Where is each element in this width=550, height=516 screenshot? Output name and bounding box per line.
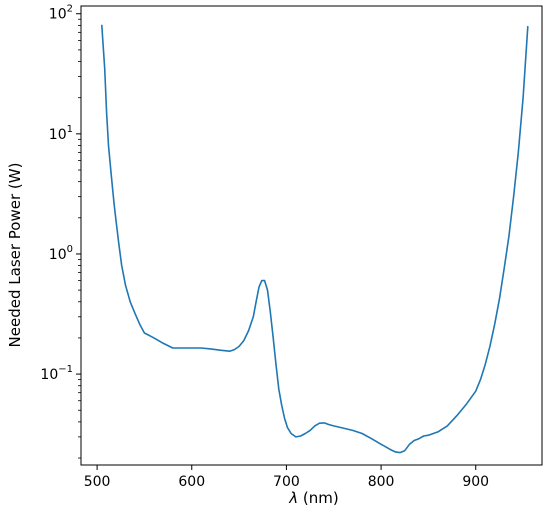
x-axis-label-unit: (nm) — [298, 489, 339, 507]
y-tick-label: 101 — [49, 124, 73, 143]
x-axis-label-symbol: λ — [288, 489, 298, 507]
series-line-0 — [101, 24, 529, 454]
plot-area — [80, 5, 543, 466]
x-tick-label: 800 — [368, 474, 395, 490]
x-tick-label: 900 — [462, 474, 489, 490]
y-tick-label: 100 — [49, 244, 73, 263]
x-axis: 500 600 700 800 900 — [84, 465, 489, 490]
x-tick-label: 500 — [84, 474, 111, 490]
x-tick-label: 600 — [178, 474, 205, 490]
y-axis: 102 101 100 10−1 — [40, 4, 81, 459]
y-tick-label: 102 — [49, 4, 73, 23]
plot-frame — [80, 5, 543, 466]
x-tick-label: 700 — [273, 474, 300, 490]
x-axis-label: λ (nm) — [288, 489, 338, 507]
y-axis-label: Needed Laser Power (W) — [6, 163, 24, 348]
y-tick-label: 10−1 — [40, 364, 73, 383]
series-layer — [101, 24, 529, 454]
